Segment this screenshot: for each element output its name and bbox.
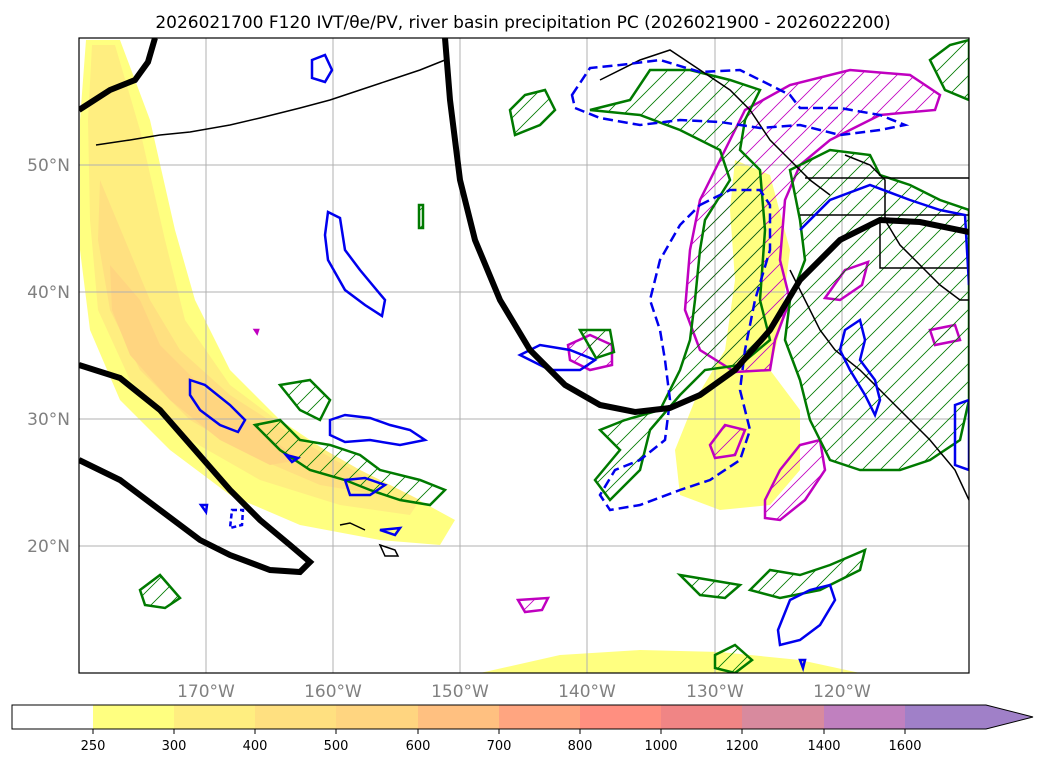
- lon-label-120w: 120°W: [813, 682, 871, 702]
- colorbar-label-1400: 1400: [807, 739, 840, 754]
- pv-contours: [188, 53, 969, 673]
- ivt-band-south: [480, 650, 860, 673]
- lon-label-160w: 160°W: [304, 682, 362, 702]
- colorbar-below-250: [12, 705, 93, 729]
- lon-label-140w: 140°W: [558, 682, 616, 702]
- colorbar-segment-250-300: [93, 705, 174, 729]
- colorbar-segment-1400-1600: [824, 705, 905, 729]
- colorbar-label-800: 800: [568, 739, 593, 754]
- colorbar-label-1200: 1200: [725, 739, 758, 754]
- latitude-labels: 50°N 40°N 30°N 20°N: [27, 156, 70, 557]
- colorbar-extend-arrow: [986, 705, 1033, 729]
- colorbar-segment-1200-1400: [742, 705, 824, 729]
- colorbar-segment-1000-1200: [661, 705, 742, 729]
- colorbar-label-600: 600: [406, 739, 431, 754]
- colorbar-label-1000: 1000: [644, 739, 677, 754]
- colorbar-label-400: 400: [243, 739, 268, 754]
- longitude-labels: 170°W 160°W 150°W 140°W 130°W 120°W: [177, 682, 871, 702]
- colorbar-label-300: 300: [162, 739, 187, 754]
- lat-label-30n: 30°N: [27, 410, 70, 430]
- lon-label-130w: 130°W: [686, 682, 744, 702]
- precip-pc-green: [138, 38, 969, 673]
- colorbar-segment-800-1000: [580, 705, 661, 729]
- map-frame: [78, 37, 970, 674]
- colorbar-segment-500-600: [336, 705, 418, 729]
- colorbar-segment-600-700: [418, 705, 499, 729]
- lon-label-150w: 150°W: [431, 682, 489, 702]
- map-panel: [79, 38, 969, 673]
- colorbar-segment-700-800: [499, 705, 580, 729]
- lat-label-50n: 50°N: [27, 156, 70, 176]
- colorbar-segment-above-1600: [905, 705, 986, 729]
- colorbar-label-250: 250: [81, 739, 106, 754]
- plot-title: 2026021700 F120 IVT/θe/PV, river basin p…: [155, 13, 890, 33]
- lat-label-20n: 20°N: [27, 537, 70, 557]
- colorbar-segment-400-500: [255, 705, 336, 729]
- lon-label-170w: 170°W: [177, 682, 235, 702]
- colorbar-segment-300-400: [174, 705, 255, 729]
- colorbar-label-1600: 1600: [888, 739, 921, 754]
- theta-e-contours: [79, 38, 969, 576]
- colorbar-label-700: 700: [487, 739, 512, 754]
- lat-label-40n: 40°N: [27, 283, 70, 303]
- coastlines: [95, 49, 969, 557]
- ivt-band-500: [110, 265, 300, 465]
- colorbar-label-500: 500: [324, 739, 349, 754]
- colorbar: 250 300 400 500 600 700 800 1000 1200 14…: [11, 704, 1034, 754]
